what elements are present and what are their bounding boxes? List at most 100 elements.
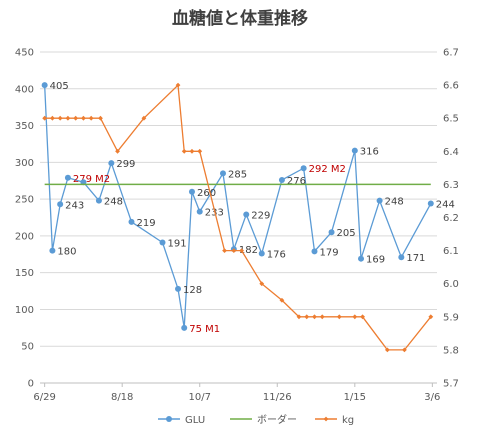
glu-data-label: 205 [337,228,356,239]
glu-point [49,247,56,254]
kg-point [360,314,365,320]
legend-kg-marker [323,416,329,422]
y-right-tick-label: 6.2 [443,213,459,224]
y-right-tick-label: 6.4 [443,147,459,158]
glu-data-label: 248 [385,197,404,208]
glu-point [427,200,434,207]
glu-data-label: 169 [366,255,385,266]
kg-point [296,314,302,320]
glu-data-label: 176 [267,250,286,261]
glu-data-label: 285 [228,169,247,180]
glu-data-label: 233 [205,208,224,219]
glu-data-label: 191 [168,239,187,250]
glu-point [351,147,358,154]
x-tick-label: 3/6 [424,392,440,403]
glu-data-label: 179 [319,247,338,258]
glu-point [376,197,383,204]
glu-point [311,248,318,255]
kg-point [319,314,325,320]
y-right-tick-label: 5.9 [443,312,459,323]
glu-data-label: 128 [183,285,202,296]
kg-point [50,115,55,121]
y-left-tick-label: 450 [15,48,34,59]
glu-data-label: 182 [239,245,258,256]
glu-point [258,250,265,257]
glu-data-label: 292 M2 [309,164,346,175]
glu-data-label: 243 [65,200,84,211]
glu-data-label: 229 [251,211,270,222]
glu-data-label: 244 [436,200,455,211]
kg-point [402,347,407,353]
glu-point [196,208,203,215]
kg-point [57,115,63,121]
y-right-tick-label: 6.3 [443,180,459,191]
y-right-tick-label: 6.1 [443,246,459,257]
glu-point [278,176,285,183]
glu-series-line [44,85,432,328]
glu-data-label: 316 [360,147,379,158]
kg-point [197,148,203,154]
y-left-tick-label: 250 [15,195,34,206]
y-left-tick-label: 50 [21,342,34,353]
glu-data-label: 279 M2 [73,174,110,185]
kg-point [239,248,245,253]
glu-point [398,254,405,261]
kg-point [304,314,310,320]
kg-point [73,115,79,121]
y-right-tick-label: 6.0 [443,279,459,290]
kg-point [336,314,342,320]
x-tick-label: 11/26 [263,392,292,403]
x-tick-label: 10/7 [188,392,210,403]
kg-point [88,115,94,121]
glu-data-label: 219 [136,218,155,229]
y-left-tick-label: 0 [28,379,34,390]
glu-data-label: 180 [57,247,76,258]
glu-data-label: 75 M1 [189,324,220,335]
y-left-tick-label: 100 [15,305,34,316]
glu-point [95,197,102,204]
kg-point [222,248,227,253]
glu-point [300,165,307,172]
glu-point [57,201,64,208]
y-left-tick-label: 400 [15,84,34,95]
kg-point [231,248,237,253]
glu-point [188,188,195,195]
glu-point [243,211,250,218]
glu-point [159,239,166,246]
x-tick-label: 1/15 [344,392,366,403]
glu-data-label: 260 [197,188,216,199]
kg-point [141,115,147,121]
glu-data-label: 171 [406,253,425,264]
legend-border-label: ボーダー [257,413,297,426]
y-left-tick-label: 350 [15,121,34,132]
kg-point [65,115,71,121]
kg-point [352,314,358,320]
kg-point [384,347,390,353]
glu-point [128,218,135,225]
y-right-tick-label: 5.8 [443,345,459,356]
kg-point [98,115,103,121]
glu-data-label: 299 [116,159,135,170]
kg-point [279,297,285,303]
glu-point [181,324,188,331]
kg-series-line [44,83,432,351]
kg-point [81,115,86,121]
glu-data-label: 405 [50,81,69,92]
kg-point [181,148,187,154]
chart-title: 血糖値と体重推移 [172,8,308,29]
y-right-tick-label: 6.6 [443,81,459,92]
glu-data-label: 248 [104,197,123,208]
glu-point [358,255,365,262]
glu-point [175,285,182,292]
kg-point [259,281,265,287]
legend-glu-label: GLU [185,415,205,426]
kg-point [189,148,195,154]
y-right-tick-label: 6.5 [443,114,459,125]
y-left-tick-label: 200 [15,231,34,242]
glu-point [41,82,48,89]
y-right-tick-label: 5.7 [443,379,459,390]
x-tick-label: 6/29 [33,392,55,403]
kg-point [312,314,317,320]
